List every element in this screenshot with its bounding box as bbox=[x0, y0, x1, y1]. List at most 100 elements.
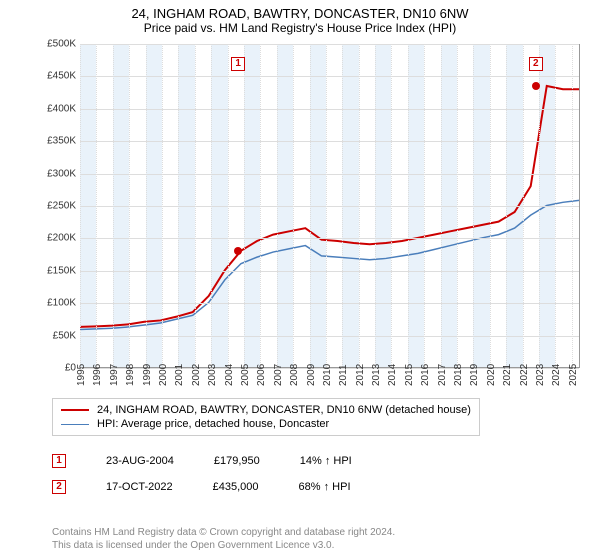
gridline-v bbox=[96, 44, 97, 367]
x-tick-label: 2013 bbox=[371, 364, 382, 386]
annotation-1: 1 23-AUG-2004 £179,950 14% ↑ HPI bbox=[52, 454, 352, 468]
gridline-v bbox=[129, 44, 130, 367]
annotation-pct: 14% ↑ HPI bbox=[300, 455, 352, 467]
gridline-v bbox=[162, 44, 163, 367]
x-tick-label: 2024 bbox=[551, 364, 562, 386]
gridline-v bbox=[260, 44, 261, 367]
gridline-v bbox=[572, 44, 573, 367]
gridline-v bbox=[555, 44, 556, 367]
gridline-v bbox=[211, 44, 212, 367]
gridline-v bbox=[244, 44, 245, 367]
x-tick-label: 2023 bbox=[535, 364, 546, 386]
x-tick-label: 1995 bbox=[76, 364, 87, 386]
series-line bbox=[80, 200, 579, 329]
x-tick-label: 2003 bbox=[207, 364, 218, 386]
gridline-v bbox=[326, 44, 327, 367]
x-tick-label: 1998 bbox=[125, 364, 136, 386]
x-tick-label: 2025 bbox=[568, 364, 579, 386]
footer-line-2: This data is licensed under the Open Gov… bbox=[52, 539, 580, 552]
gridline-v bbox=[424, 44, 425, 367]
x-tick-label: 2020 bbox=[486, 364, 497, 386]
y-tick-label: £150K bbox=[47, 265, 76, 276]
x-tick-label: 2021 bbox=[502, 364, 513, 386]
gridline-h bbox=[80, 109, 579, 110]
legend: 24, INGHAM ROAD, BAWTRY, DONCASTER, DN10… bbox=[52, 398, 480, 436]
gridline-v bbox=[277, 44, 278, 367]
marker-dot bbox=[532, 82, 540, 90]
x-tick-label: 1997 bbox=[109, 364, 120, 386]
gridline-h bbox=[80, 76, 579, 77]
x-tick-label: 2004 bbox=[224, 364, 235, 386]
y-tick-label: £0 bbox=[65, 363, 76, 374]
y-tick-label: £100K bbox=[47, 298, 76, 309]
gridline-v bbox=[506, 44, 507, 367]
gridline-v bbox=[342, 44, 343, 367]
marker-label: 1 bbox=[231, 57, 245, 71]
gridline-v bbox=[359, 44, 360, 367]
gridline-h bbox=[80, 238, 579, 239]
gridline-v bbox=[408, 44, 409, 367]
gridline-h bbox=[80, 206, 579, 207]
x-tick-label: 2016 bbox=[420, 364, 431, 386]
x-tick-label: 2015 bbox=[404, 364, 415, 386]
legend-swatch bbox=[61, 409, 89, 411]
gridline-v bbox=[441, 44, 442, 367]
x-tick-label: 2008 bbox=[289, 364, 300, 386]
gridline-v bbox=[457, 44, 458, 367]
x-tick-label: 2012 bbox=[355, 364, 366, 386]
x-tick-label: 2001 bbox=[174, 364, 185, 386]
x-tick-label: 2019 bbox=[469, 364, 480, 386]
x-tick-label: 2017 bbox=[437, 364, 448, 386]
annotation-date: 23-AUG-2004 bbox=[106, 455, 174, 467]
x-tick-label: 2022 bbox=[519, 364, 530, 386]
annotation-price: £435,000 bbox=[213, 481, 259, 493]
chart-subtitle: Price paid vs. HM Land Registry's House … bbox=[0, 21, 600, 39]
y-axis: £0£50K£100K£150K£200K£250K£300K£350K£400… bbox=[40, 44, 80, 388]
gridline-h bbox=[80, 336, 579, 337]
x-tick-label: 2009 bbox=[306, 364, 317, 386]
footer-line-1: Contains HM Land Registry data © Crown c… bbox=[52, 526, 580, 539]
x-tick-label: 2005 bbox=[240, 364, 251, 386]
y-tick-label: £500K bbox=[47, 39, 76, 50]
gridline-v bbox=[178, 44, 179, 367]
gridline-h bbox=[80, 174, 579, 175]
x-tick-label: 1999 bbox=[142, 364, 153, 386]
legend-swatch bbox=[61, 424, 89, 425]
gridline-v bbox=[293, 44, 294, 367]
annotation-price: £179,950 bbox=[214, 455, 260, 467]
gridline-v bbox=[490, 44, 491, 367]
annotation-pct: 68% ↑ HPI bbox=[299, 481, 351, 493]
chart-title: 24, INGHAM ROAD, BAWTRY, DONCASTER, DN10… bbox=[0, 0, 600, 21]
gridline-v bbox=[113, 44, 114, 367]
y-tick-label: £50K bbox=[53, 330, 76, 341]
gridline-v bbox=[195, 44, 196, 367]
chart-area: £0£50K£100K£150K£200K£250K£300K£350K£400… bbox=[40, 44, 580, 388]
legend-label: HPI: Average price, detached house, Donc… bbox=[97, 418, 329, 430]
annotation-marker-1: 1 bbox=[52, 454, 66, 468]
gridline-v bbox=[228, 44, 229, 367]
gridline-h bbox=[80, 141, 579, 142]
x-tick-label: 2007 bbox=[273, 364, 284, 386]
gridline-v bbox=[146, 44, 147, 367]
y-tick-label: £200K bbox=[47, 233, 76, 244]
y-tick-label: £450K bbox=[47, 71, 76, 82]
marker-label: 2 bbox=[529, 57, 543, 71]
gridline-v bbox=[539, 44, 540, 367]
x-tick-label: 1996 bbox=[92, 364, 103, 386]
x-tick-label: 2002 bbox=[191, 364, 202, 386]
x-tick-label: 2018 bbox=[453, 364, 464, 386]
y-tick-label: £250K bbox=[47, 201, 76, 212]
annotation-marker-2: 2 bbox=[52, 480, 66, 494]
x-tick-label: 2000 bbox=[158, 364, 169, 386]
x-tick-label: 2014 bbox=[387, 364, 398, 386]
x-tick-label: 2010 bbox=[322, 364, 333, 386]
y-tick-label: £350K bbox=[47, 136, 76, 147]
gridline-v bbox=[80, 44, 81, 367]
plot-area: 12 bbox=[80, 44, 580, 368]
annotation-2: 2 17-OCT-2022 £435,000 68% ↑ HPI bbox=[52, 480, 351, 494]
gridline-v bbox=[473, 44, 474, 367]
x-tick-label: 2006 bbox=[256, 364, 267, 386]
x-axis: 1995199619971998199920002001200220032004… bbox=[80, 368, 580, 388]
legend-row: 24, INGHAM ROAD, BAWTRY, DONCASTER, DN10… bbox=[61, 403, 471, 417]
gridline-v bbox=[375, 44, 376, 367]
